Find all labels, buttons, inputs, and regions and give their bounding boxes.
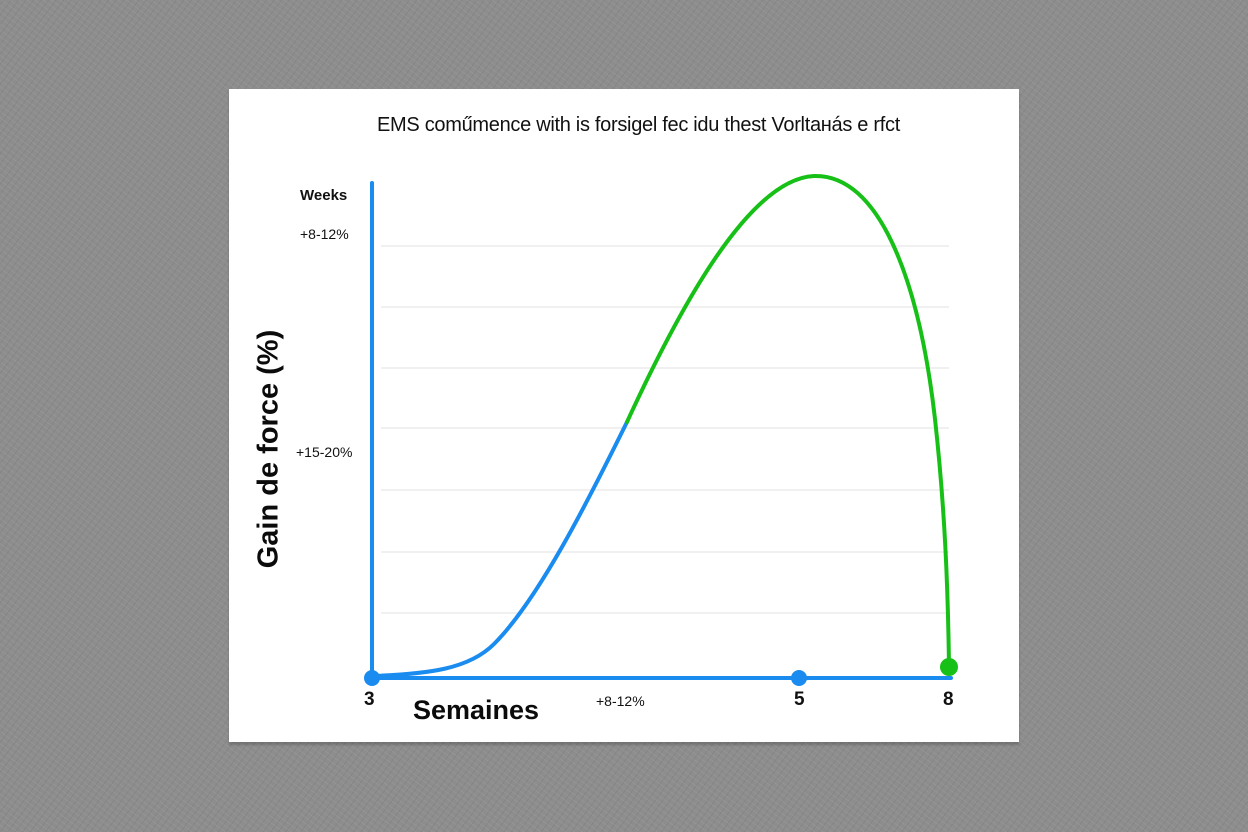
gridlines (381, 245, 949, 614)
y-annotation-mid-range: +15-20% (296, 444, 353, 460)
plot-area (364, 173, 958, 686)
marker-week-8 (940, 658, 958, 676)
y-annotation-top-range: +8-12% (300, 226, 349, 242)
chart-card: EMS coműmence with is forsigel fec idu t… (229, 89, 1019, 742)
x-annotation-range: +8-12% (596, 693, 645, 709)
x-tick-5: 5 (794, 689, 805, 710)
marker-week-5 (791, 670, 807, 686)
rise-curve (370, 420, 629, 678)
x-tick-8: 8 (943, 689, 954, 710)
peak-curve (625, 173, 951, 669)
chart-title: EMS coműmence with is forsigel fec idu t… (377, 114, 900, 136)
y-annotation-weeks: Weeks (300, 187, 348, 204)
x-axis-label: Semaines (413, 695, 540, 725)
marker-week-3 (364, 670, 380, 686)
x-tick-3: 3 (364, 689, 375, 710)
